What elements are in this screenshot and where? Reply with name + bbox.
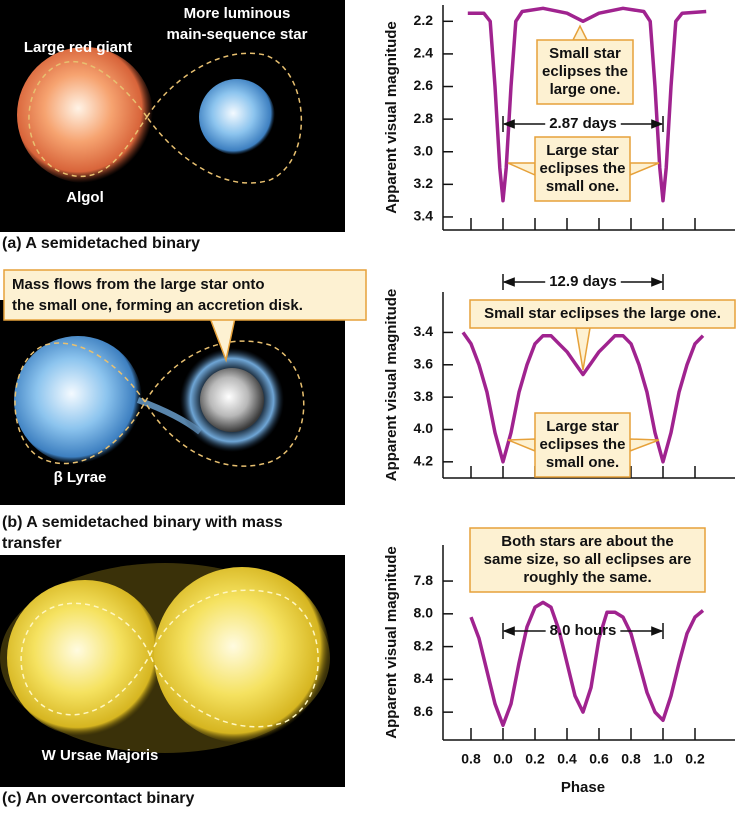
y-axis-label: Apparent visual magnitude [383, 546, 400, 739]
annotation-text: Large star [546, 418, 619, 435]
y-tick-label: 8.0 [414, 605, 434, 621]
y-tick-label: 8.4 [414, 670, 434, 686]
caption: (c) An overcontact binary [2, 790, 194, 807]
annotation-box [469, 527, 706, 593]
y-tick-label: 2.4 [414, 45, 434, 61]
x-tick-label: 0.6 [589, 751, 609, 767]
star-label: main-sequence star [167, 26, 308, 43]
y-tick-label: 3.4 [414, 323, 434, 339]
annotation-text: small one. [546, 454, 619, 471]
annotation-pointer [507, 162, 536, 177]
y-axis-label: Apparent visual magnitude [383, 289, 400, 482]
x-tick-label: 0.2 [525, 751, 545, 767]
span-label: 2.87 days [549, 115, 617, 132]
star-label: More luminous [184, 5, 291, 22]
callout-box [3, 269, 367, 321]
roche-lobes [28, 52, 302, 184]
y-tick-label: 2.2 [414, 12, 434, 28]
annotation-text: eclipses the [540, 160, 626, 177]
y-tick-label: 8.6 [414, 703, 434, 719]
x-tick-label: 0.8 [621, 751, 641, 767]
y-tick-label: 2.6 [414, 77, 434, 93]
yellow-star [154, 567, 330, 743]
x-tick-label: 0.8 [461, 751, 481, 767]
x-tick-label: 0.0 [493, 751, 513, 767]
y-tick-label: 4.2 [414, 453, 434, 469]
annotation-pointer [575, 327, 591, 371]
y-tick-label: 7.8 [414, 572, 434, 588]
annotation-text: roughly the same. [523, 569, 651, 586]
blue-star [199, 79, 275, 155]
annotation-text: Small star eclipses the large one. [484, 305, 721, 322]
annotation-text: large one. [550, 81, 621, 98]
callout-text: the small one, forming an accretion disk… [12, 297, 303, 314]
y-tick-label: 3.6 [414, 355, 434, 371]
annotation-pointer [629, 438, 660, 453]
x-axis-label: Phase [561, 779, 605, 796]
annotation-text: eclipses the [542, 63, 628, 80]
caption: (b) A semidetached binary with mass [2, 514, 283, 531]
y-tick-label: 2.8 [414, 110, 434, 126]
x-tick-label: 0.4 [557, 751, 577, 767]
small-star [200, 368, 264, 432]
y-tick-label: 4.0 [414, 420, 434, 436]
x-tick-label: 0.2 [685, 751, 705, 767]
span-label: 12.9 days [549, 273, 617, 290]
y-axis-label: Apparent visual magnitude [383, 21, 400, 214]
annotation-text: eclipses the [540, 436, 626, 453]
system-name: Algol [66, 189, 104, 206]
light-curve [461, 331, 705, 464]
y-tick-label: 3.2 [414, 175, 434, 191]
y-tick-label: 8.2 [414, 637, 434, 653]
annotation-pointer [571, 24, 589, 41]
annotation-pointer [507, 438, 536, 453]
callout-text: Mass flows from the large star onto [12, 276, 265, 293]
annotation-text: small one. [546, 178, 619, 195]
caption: (a) A semidetached binary [2, 235, 200, 252]
light-curve [467, 6, 707, 203]
annotation-pointer [629, 162, 660, 177]
caption: transfer [2, 535, 62, 552]
star-label: Large red giant [24, 39, 132, 56]
annotation-text: same size, so all eclipses are [484, 551, 692, 568]
blue-star [14, 336, 142, 464]
span-label: 8.0 hours [550, 622, 617, 639]
y-tick-label: 3.8 [414, 388, 434, 404]
y-tick-label: 3.4 [414, 208, 434, 224]
annotation-box [536, 39, 634, 105]
red-giant [17, 47, 153, 183]
yellow-star [7, 580, 163, 736]
y-tick-label: 3.0 [414, 142, 434, 158]
annotation-box [534, 412, 631, 478]
roche-lobes [20, 589, 319, 728]
annotation-box [534, 136, 631, 202]
roche-lobes [14, 340, 305, 467]
system-name: β Lyrae [54, 469, 107, 486]
system-name: W Ursae Majoris [42, 747, 159, 764]
annotation-text: Small star [549, 45, 621, 62]
annotation-box [469, 299, 736, 329]
annotation-text: Both stars are about the [501, 533, 674, 550]
light-curve [469, 600, 705, 728]
annotation-text: Large star [546, 142, 619, 159]
x-tick-label: 1.0 [653, 751, 673, 767]
